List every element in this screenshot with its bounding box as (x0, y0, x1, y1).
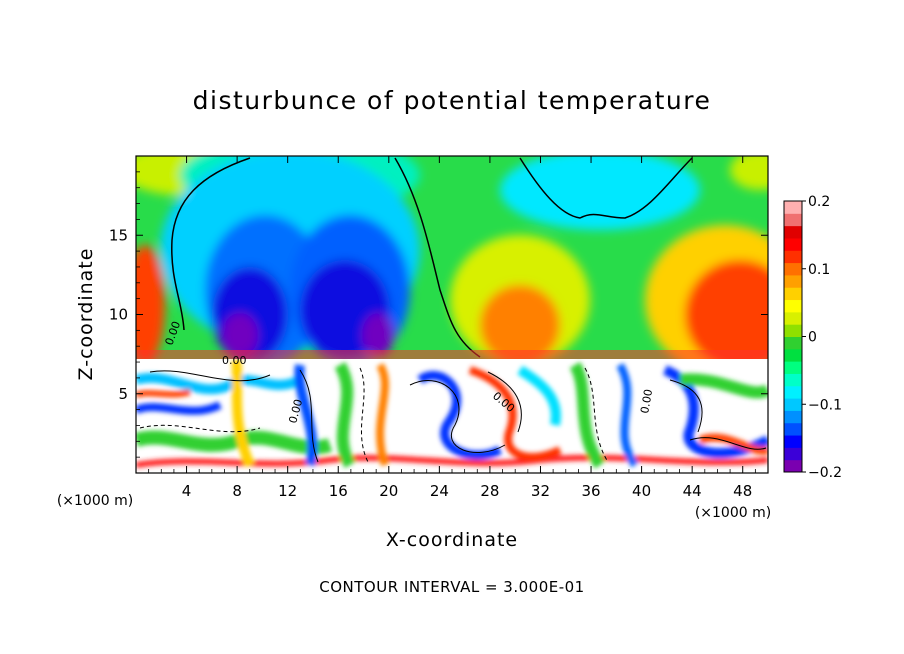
x-tick-label: 12 (278, 482, 297, 500)
x-axis-unit: (×1000 m) (695, 505, 771, 521)
colorbar-swatch (784, 250, 802, 264)
x-tick-label: 28 (480, 482, 499, 500)
colorbar: 0.2 0.1 0 −0.1 −0.2 (783, 194, 842, 481)
x-tick-label: 36 (581, 482, 600, 500)
zero-contour-center (394, 157, 481, 358)
colorbar-tick-label: −0.2 (808, 465, 842, 481)
colorbar-swatch (784, 459, 802, 473)
chart-title: disturbunce of potential temperature (192, 86, 712, 115)
colorbar-tick-label: 0.1 (808, 262, 830, 278)
colorbar-swatch (784, 225, 802, 239)
colorbar-swatch (784, 373, 802, 387)
colorbar-swatch (784, 348, 802, 362)
positive-right-lobe (685, 260, 768, 359)
colorbar-swatch (784, 435, 802, 448)
colorbar-swatch (784, 324, 802, 337)
colorbar-tick-label: 0.2 (808, 194, 830, 210)
contour-labels: 0.00 0.00 0.00 0.00 0.00 (163, 320, 656, 425)
negative-core-right (362, 313, 394, 357)
colorbar-swatch (784, 410, 802, 424)
y-tick-label: 5 (118, 385, 128, 403)
x-tick-label: 16 (329, 482, 348, 500)
colorbar-swatch (784, 213, 802, 227)
x-tick-label: 32 (531, 482, 550, 500)
colorbar-swatch (784, 201, 802, 214)
colorbar-swatch (784, 274, 802, 288)
y-axis: 5 10 15 (109, 171, 768, 458)
negative-core-left (222, 313, 258, 357)
x-axis-title: X-coordinate (386, 529, 518, 551)
positive-center-right (480, 285, 560, 359)
colorbar-tick-label: 0 (808, 330, 817, 346)
x-tick-label: 20 (379, 482, 398, 500)
x-tick-label: 24 (430, 482, 449, 500)
colorbar-swatch (784, 237, 802, 251)
colorbar-swatch (784, 398, 802, 411)
x-tick-label: 8 (232, 482, 242, 500)
x-tick-label: 48 (733, 482, 752, 500)
zero-contour-top-right (519, 157, 693, 219)
upper-field (136, 156, 768, 359)
colorbar-swatch (784, 262, 802, 276)
zero-contour-left (171, 157, 251, 331)
x-tick-label: 4 (182, 482, 192, 500)
contour-interval-note: CONTOUR INTERVAL = 3.000E-01 (319, 578, 585, 596)
colorbar-swatch (784, 311, 802, 325)
positive-left-edge (136, 245, 165, 359)
contour-label-lower-right: 0.00 (638, 388, 655, 414)
top-right-cyan (500, 156, 700, 230)
colorbar-swatch (784, 422, 802, 436)
y-tick-label: 10 (109, 306, 128, 324)
colorbar-swatch (784, 299, 802, 313)
y-axis-title: Z-coordinate (75, 248, 97, 381)
colorbar-swatch (784, 336, 802, 350)
colorbar-swatch (784, 447, 802, 461)
colorbar-swatch (784, 361, 802, 374)
lower-field (136, 359, 768, 473)
y-axis-unit: (×1000 m) (57, 493, 133, 509)
colorbar-swatch (784, 287, 802, 301)
x-axis: 4 8 12 16 20 24 28 32 36 40 44 48 (148, 156, 756, 500)
top-right-yellow (730, 156, 768, 190)
colorbar-swatch (784, 385, 802, 399)
contour-label-lower-left: 0.00 (286, 398, 305, 425)
x-tick-label: 40 (632, 482, 651, 500)
contour-label-upper: 0.00 (222, 354, 247, 367)
x-tick-label: 44 (683, 482, 702, 500)
colorbar-tick-label: −0.1 (808, 397, 842, 413)
y-tick-label: 15 (109, 226, 128, 244)
